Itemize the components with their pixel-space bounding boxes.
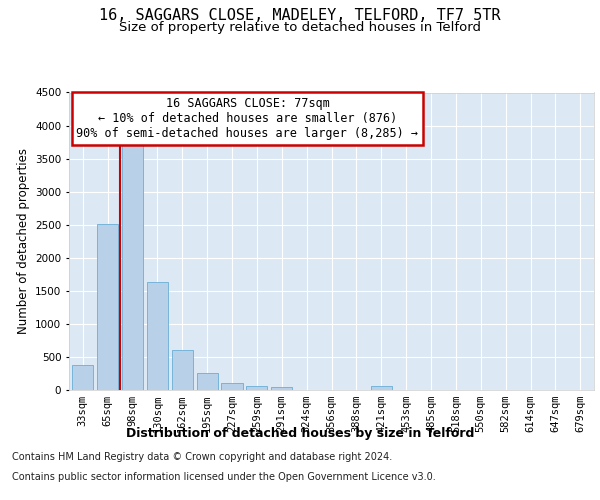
Text: Size of property relative to detached houses in Telford: Size of property relative to detached ho… — [119, 21, 481, 34]
Text: Contains HM Land Registry data © Crown copyright and database right 2024.: Contains HM Land Registry data © Crown c… — [12, 452, 392, 462]
Text: 16 SAGGARS CLOSE: 77sqm
← 10% of detached houses are smaller (876)
90% of semi-d: 16 SAGGARS CLOSE: 77sqm ← 10% of detache… — [77, 97, 419, 140]
Bar — [371, 386, 392, 390]
Bar — [72, 365, 93, 390]
Bar — [221, 382, 242, 390]
Text: Distribution of detached houses by size in Telford: Distribution of detached houses by size … — [126, 428, 474, 440]
Bar — [147, 282, 168, 390]
Bar — [172, 350, 193, 390]
Bar — [97, 224, 118, 390]
Bar — [246, 386, 268, 390]
Text: Contains public sector information licensed under the Open Government Licence v3: Contains public sector information licen… — [12, 472, 436, 482]
Text: 16, SAGGARS CLOSE, MADELEY, TELFORD, TF7 5TR: 16, SAGGARS CLOSE, MADELEY, TELFORD, TF7… — [99, 8, 501, 22]
Y-axis label: Number of detached properties: Number of detached properties — [17, 148, 29, 334]
Bar — [122, 144, 143, 390]
Bar — [197, 374, 218, 390]
Bar — [271, 386, 292, 390]
